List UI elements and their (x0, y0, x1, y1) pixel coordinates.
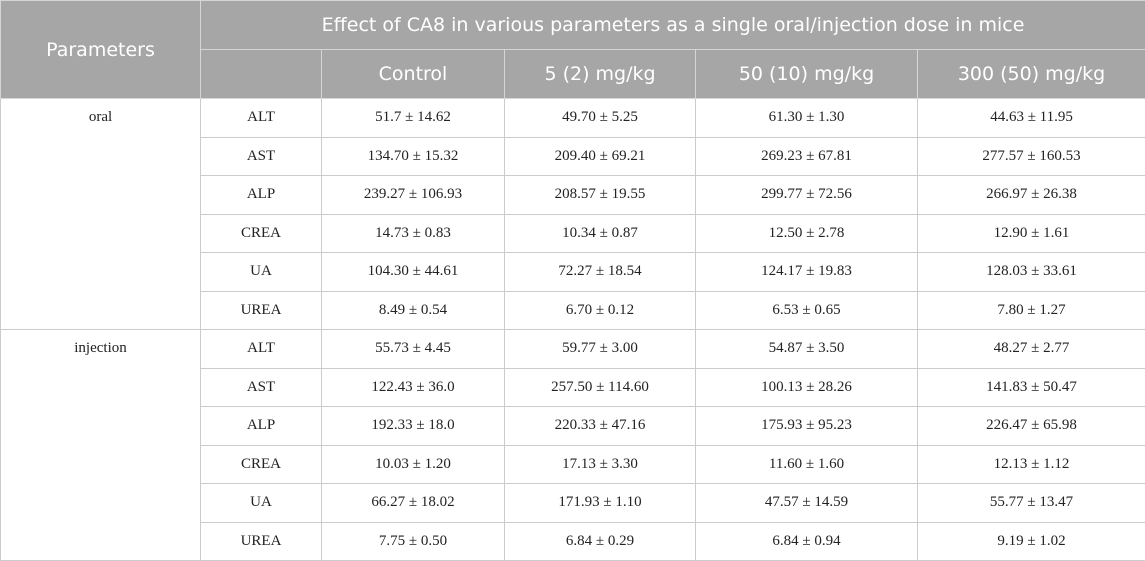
parameter-cell: UA (201, 253, 322, 292)
parameter-cell: UA (201, 484, 322, 523)
value-cell: 171.93 ± 1.10 (505, 484, 696, 523)
value-cell: 269.23 ± 67.81 (696, 137, 918, 176)
value-cell: 55.73 ± 4.45 (322, 330, 505, 369)
value-cell: 220.33 ± 47.16 (505, 407, 696, 446)
value-cell: 66.27 ± 18.02 (322, 484, 505, 523)
parameter-cell: ALP (201, 407, 322, 446)
column-header-dose-50: 50 (10) mg/kg (696, 50, 918, 99)
parameter-cell: AST (201, 137, 322, 176)
value-cell: 48.27 ± 2.77 (918, 330, 1145, 369)
value-cell: 277.57 ± 160.53 (918, 137, 1145, 176)
table-row: oral ALT 51.7 ± 14.62 49.70 ± 5.25 61.30… (1, 99, 1145, 138)
value-cell: 122.43 ± 36.0 (322, 368, 505, 407)
value-cell: 134.70 ± 15.32 (322, 137, 505, 176)
value-cell: 6.84 ± 0.94 (696, 522, 918, 561)
value-cell: 9.19 ± 1.02 (918, 522, 1145, 561)
value-cell: 124.17 ± 19.83 (696, 253, 918, 292)
value-cell: 44.63 ± 11.95 (918, 99, 1145, 138)
parameter-cell: AST (201, 368, 322, 407)
value-cell: 141.83 ± 50.47 (918, 368, 1145, 407)
value-cell: 59.77 ± 3.00 (505, 330, 696, 369)
value-cell: 266.97 ± 26.38 (918, 176, 1145, 215)
table-body: oral ALT 51.7 ± 14.62 49.70 ± 5.25 61.30… (1, 99, 1145, 561)
value-cell: 72.27 ± 18.54 (505, 253, 696, 292)
value-cell: 61.30 ± 1.30 (696, 99, 918, 138)
table-row: injection ALT 55.73 ± 4.45 59.77 ± 3.00 … (1, 330, 1145, 369)
value-cell: 175.93 ± 95.23 (696, 407, 918, 446)
column-header-dose-300: 300 (50) mg/kg (918, 50, 1145, 99)
value-cell: 208.57 ± 19.55 (505, 176, 696, 215)
parameter-cell: UREA (201, 291, 322, 330)
value-cell: 209.40 ± 69.21 (505, 137, 696, 176)
value-cell: 226.47 ± 65.98 (918, 407, 1145, 446)
value-cell: 128.03 ± 33.61 (918, 253, 1145, 292)
parameter-cell: ALT (201, 99, 322, 138)
parameter-cell: ALP (201, 176, 322, 215)
value-cell: 51.7 ± 14.62 (322, 99, 505, 138)
value-cell: 257.50 ± 114.60 (505, 368, 696, 407)
value-cell: 10.03 ± 1.20 (322, 445, 505, 484)
value-cell: 7.75 ± 0.50 (322, 522, 505, 561)
value-cell: 54.87 ± 3.50 (696, 330, 918, 369)
parameter-cell: UREA (201, 522, 322, 561)
value-cell: 12.50 ± 2.78 (696, 214, 918, 253)
parameter-cell: CREA (201, 214, 322, 253)
value-cell: 239.27 ± 106.93 (322, 176, 505, 215)
group-label-injection: injection (1, 330, 201, 561)
value-cell: 12.13 ± 1.12 (918, 445, 1145, 484)
value-cell: 55.77 ± 13.47 (918, 484, 1145, 523)
value-cell: 12.90 ± 1.61 (918, 214, 1145, 253)
value-cell: 6.84 ± 0.29 (505, 522, 696, 561)
value-cell: 11.60 ± 1.60 (696, 445, 918, 484)
value-cell: 8.49 ± 0.54 (322, 291, 505, 330)
value-cell: 14.73 ± 0.83 (322, 214, 505, 253)
parameter-cell: ALT (201, 330, 322, 369)
value-cell: 7.80 ± 1.27 (918, 291, 1145, 330)
table-header: Parameters Effect of CA8 in various para… (1, 1, 1145, 99)
value-cell: 47.57 ± 14.59 (696, 484, 918, 523)
value-cell: 192.33 ± 18.0 (322, 407, 505, 446)
parameter-cell: CREA (201, 445, 322, 484)
column-header-control: Control (322, 50, 505, 99)
value-cell: 100.13 ± 28.26 (696, 368, 918, 407)
value-cell: 6.53 ± 0.65 (696, 291, 918, 330)
column-header-dose-5: 5 (2) mg/kg (505, 50, 696, 99)
parameters-header: Parameters (1, 1, 201, 99)
value-cell: 299.77 ± 72.56 (696, 176, 918, 215)
column-header-blank (201, 50, 322, 99)
value-cell: 6.70 ± 0.12 (505, 291, 696, 330)
group-label-oral: oral (1, 99, 201, 330)
value-cell: 49.70 ± 5.25 (505, 99, 696, 138)
value-cell: 10.34 ± 0.87 (505, 214, 696, 253)
value-cell: 104.30 ± 44.61 (322, 253, 505, 292)
table-title: Effect of CA8 in various parameters as a… (201, 1, 1145, 50)
value-cell: 17.13 ± 3.30 (505, 445, 696, 484)
